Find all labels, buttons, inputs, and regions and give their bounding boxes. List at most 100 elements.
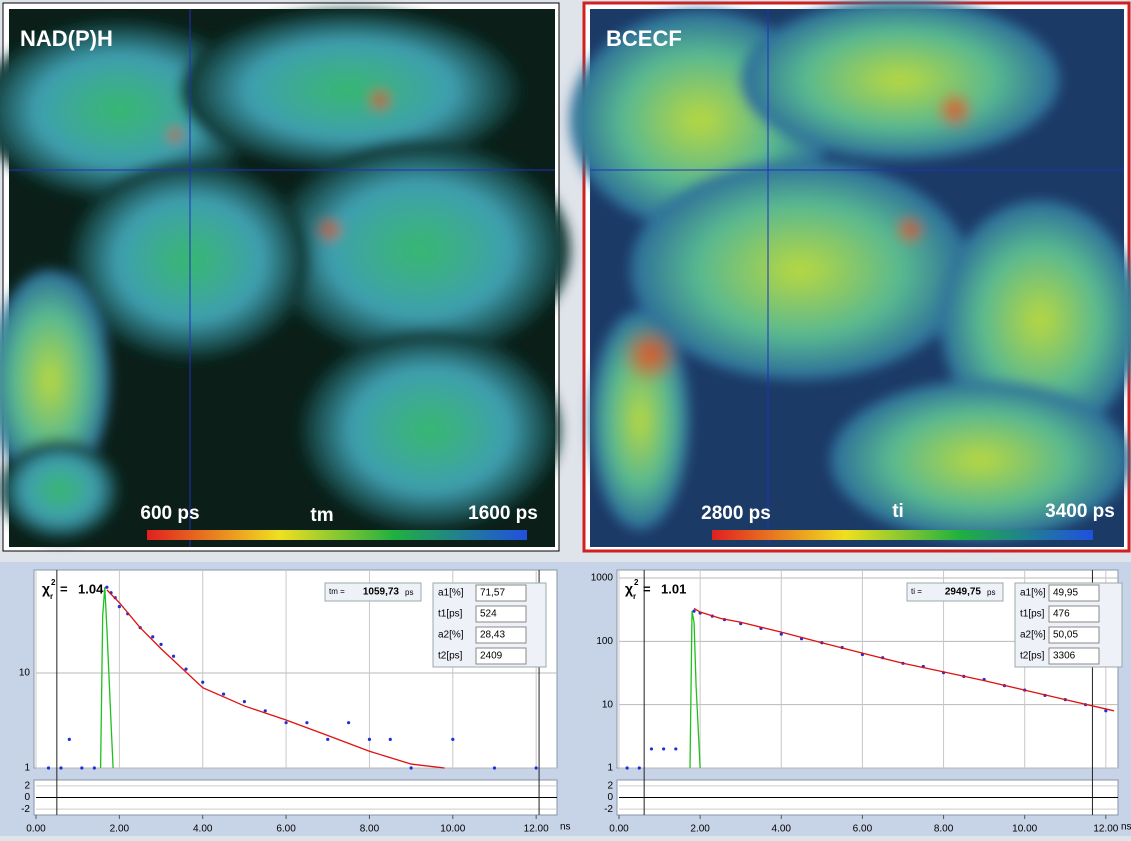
y-tick-label: 10 xyxy=(19,668,31,679)
irf-curve xyxy=(99,587,114,769)
mean-unit: ps xyxy=(987,588,995,597)
irf-curve xyxy=(689,610,701,769)
param-input[interactable] xyxy=(475,605,527,623)
image-texture xyxy=(570,0,1131,540)
data-point xyxy=(534,766,538,770)
scale-min: 2800 ps xyxy=(701,503,771,524)
x-tick-label: 2.00 xyxy=(110,824,130,835)
data-point xyxy=(67,737,71,742)
mean-unit: ps xyxy=(405,588,413,597)
param-input[interactable] xyxy=(475,647,527,665)
residual-tick-label: -2 xyxy=(604,804,613,815)
data-point xyxy=(184,667,188,671)
param-input[interactable] xyxy=(1048,647,1100,665)
x-tick-label: 0.00 xyxy=(609,824,629,835)
param-value: 71,57 xyxy=(480,588,505,599)
scale-max: 3400 ps xyxy=(1045,501,1115,522)
data-point xyxy=(692,609,696,613)
x-tick-label: 6.00 xyxy=(276,824,296,835)
x-unit: ns xyxy=(560,822,571,833)
param-input[interactable] xyxy=(1048,584,1100,602)
image-label: BCECF xyxy=(606,26,682,51)
data-point xyxy=(59,766,63,770)
chi-sub: r xyxy=(633,592,636,601)
data-point xyxy=(347,721,351,725)
x-tick-label: 12.00 xyxy=(524,824,549,835)
data-point xyxy=(159,642,163,647)
data-point xyxy=(326,737,330,742)
data-point xyxy=(105,585,109,589)
scale-name: ti xyxy=(892,501,904,522)
param-input[interactable] xyxy=(1048,605,1100,623)
chi-value: 1.01 xyxy=(661,581,686,596)
param-value: 28,43 xyxy=(480,630,505,641)
param-label: a1[%] xyxy=(438,588,464,599)
fit-curve xyxy=(106,589,445,769)
x-tick-label: 2.00 xyxy=(690,824,710,835)
scale-name: tm xyxy=(310,505,333,526)
color-bar xyxy=(712,530,1093,540)
chi-symbol: χ xyxy=(625,581,633,597)
y-tick-label: 1 xyxy=(24,763,30,774)
param-label: a1[%] xyxy=(1020,588,1046,599)
mean-label: ti = xyxy=(911,587,922,596)
residual-tick-label: 0 xyxy=(24,792,30,803)
param-input[interactable] xyxy=(475,584,527,602)
data-point xyxy=(649,747,654,751)
mean-value: 2949,75 xyxy=(945,587,982,598)
param-value: 50,05 xyxy=(1053,630,1078,641)
param-input[interactable] xyxy=(475,626,527,644)
data-point xyxy=(367,737,372,742)
image-panel: BCECF 2800 ps ti 3400 ps xyxy=(570,0,1131,553)
data-point xyxy=(409,766,413,770)
data-point xyxy=(46,766,51,770)
data-point xyxy=(201,680,205,684)
data-point xyxy=(92,766,96,770)
param-label: t2[ps] xyxy=(438,651,463,662)
x-tick-label: 4.00 xyxy=(772,824,792,835)
y-tick-label: 10 xyxy=(602,699,614,710)
data-point xyxy=(388,737,392,742)
param-value: 49,95 xyxy=(1053,588,1078,599)
param-label: t2[ps] xyxy=(1020,651,1045,662)
residual-tick-label: 0 xyxy=(607,792,613,803)
data-point xyxy=(151,635,155,639)
param-label: a2[%] xyxy=(1020,630,1046,641)
x-tick-label: 8.00 xyxy=(360,824,380,835)
chi-sep: = xyxy=(643,581,651,596)
param-label: t1[ps] xyxy=(438,609,463,620)
data-point xyxy=(117,604,121,609)
image-panel: NAD(P)H 600 ps tm 1600 ps xyxy=(0,2,570,552)
param-input[interactable] xyxy=(1048,626,1100,644)
param-value: 476 xyxy=(1053,609,1070,620)
data-point xyxy=(779,632,783,636)
x-tick-label: 12.00 xyxy=(1093,824,1118,835)
scale-min: 600 ps xyxy=(140,503,199,524)
chi-sub: r xyxy=(50,592,53,601)
data-point xyxy=(171,654,176,658)
param-value: 2409 xyxy=(480,651,503,662)
mean-value: 1059,73 xyxy=(363,587,400,598)
y-tick-label: 100 xyxy=(596,636,613,647)
data-point xyxy=(451,737,455,742)
data-point xyxy=(221,692,226,696)
chi-value: 1.04 xyxy=(78,581,104,596)
data-point xyxy=(674,747,678,751)
data-point xyxy=(625,766,629,770)
param-label: t1[ps] xyxy=(1020,609,1045,620)
residual-tick-label: -2 xyxy=(21,804,30,815)
mean-box xyxy=(906,582,1004,602)
param-value: 524 xyxy=(480,609,497,620)
image-label: NAD(P)H xyxy=(20,26,113,51)
data-point xyxy=(1104,709,1108,713)
data-point xyxy=(242,699,246,704)
chi-sup: 2 xyxy=(634,578,639,587)
data-point xyxy=(284,721,288,725)
scale-max: 1600 ps xyxy=(468,503,538,524)
x-tick-label: 8.00 xyxy=(934,824,954,835)
residual-tick-label: 2 xyxy=(607,780,613,791)
x-tick-label: 6.00 xyxy=(853,824,873,835)
data-point xyxy=(263,709,267,713)
param-value: 3306 xyxy=(1053,651,1076,662)
